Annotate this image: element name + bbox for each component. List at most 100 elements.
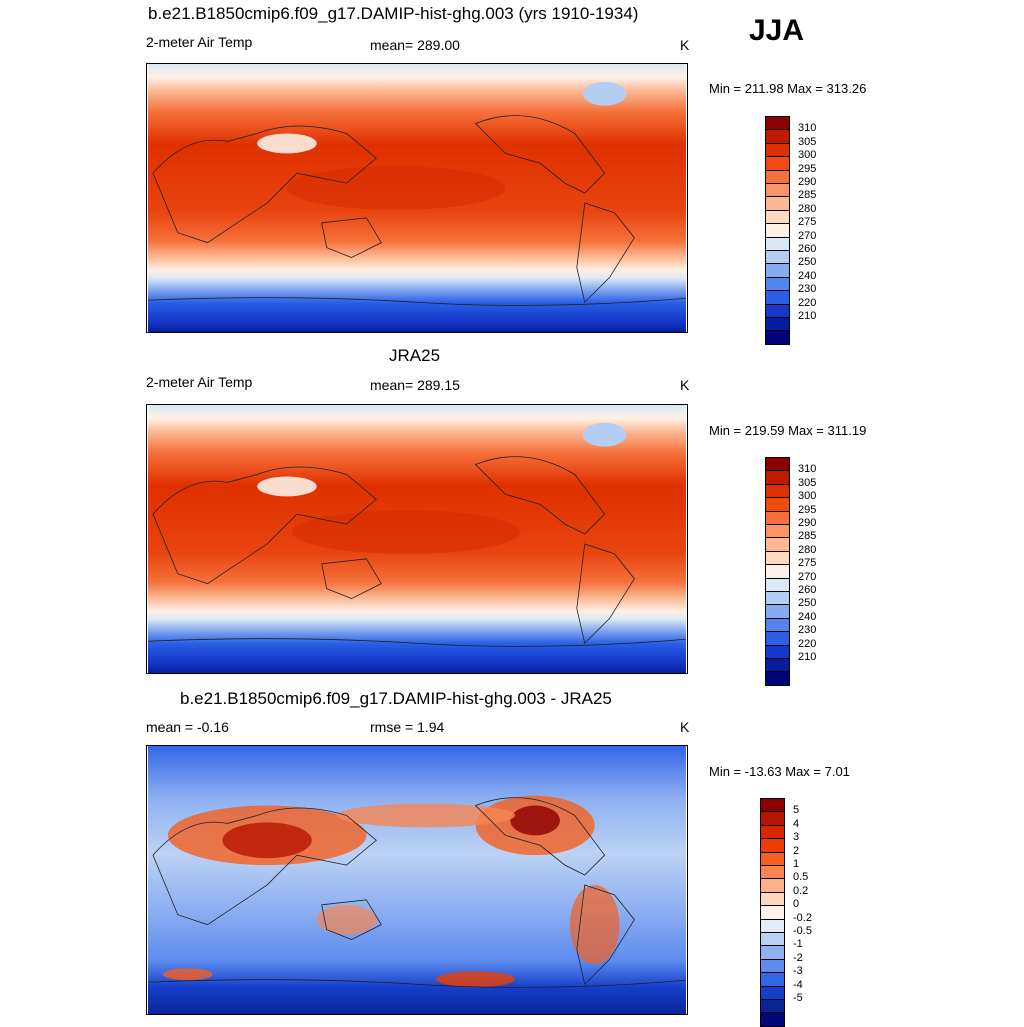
colorbar-tick-label: 0 [793,898,800,911]
colorbar-swatch [760,824,785,840]
colorbar-tick-label: 295 [798,503,817,516]
colorbar-tick-label: 280 [798,543,817,556]
panel1-minmax: Min = 211.98 Max = 313.26 [709,81,867,96]
colorbar-swatch [765,317,790,332]
colorbar-tick-label: 285 [798,530,817,543]
panel3-rmse: rmse = 1.94 [370,719,445,735]
panel3-map [146,745,688,1015]
colorbar-tick-label: 270 [798,229,817,242]
colorbar-swatch [760,905,785,920]
colorbar-tick-label: 230 [798,624,817,637]
colorbar-tick-label: 290 [798,176,817,188]
colorbar-swatch [760,1012,785,1027]
colorbar-tick-label: -0.5 [793,925,812,937]
colorbar-tick-label: 290 [798,517,817,529]
colorbar-tick-label: 1 [793,858,800,870]
colorbar-swatch [765,604,790,619]
colorbar-tick-label: 260 [798,243,817,255]
colorbar-tick-label: 250 [798,597,817,610]
colorbar-swatch [765,156,790,171]
colorbar-tick-label: 310 [798,122,817,135]
colorbar-swatch [765,276,790,292]
colorbar-tick-label: 210 [798,310,817,322]
colorbar-swatch [765,577,790,592]
colorbar-swatch [765,658,790,673]
colorbar-swatch [760,798,785,813]
panel1-variable: 2-meter Air Temp [146,34,253,50]
panel2-title: JRA25 [389,346,441,365]
colorbar-tick-label: 2 [793,844,800,857]
colorbar-swatch [765,671,790,686]
colorbar-swatch [765,550,790,566]
colorbar-tick-label: 240 [798,610,817,623]
colorbar-tick-label: 220 [798,637,817,650]
tibet-plateau-shape [257,476,317,497]
greenland-shape [582,422,627,447]
colorbar-swatch [760,811,785,826]
colorbar-swatch [765,196,790,211]
colorbar-swatch [760,932,785,947]
colorbar-swatch [765,183,790,198]
colorbar-tick-label: 240 [798,269,817,282]
colorbar-swatch [760,865,785,880]
panel1-mean: mean= 289.00 [370,37,460,53]
colorbar-swatch [765,510,790,525]
colorbar-swatch [760,999,785,1014]
colorbar-swatch [765,250,790,265]
colorbar-swatch [765,116,790,131]
colorbar-tick-label: 305 [798,135,817,148]
colorbar-swatch [765,290,790,305]
colorbar-tick-label: 295 [798,162,817,175]
colorbar-swatch [765,537,790,552]
tibet-plateau-shape [257,133,317,154]
colorbar-tick-label: 260 [798,584,817,596]
colorbar-swatch [765,644,790,659]
colorbar-tick-label: -5 [793,992,803,1004]
panel1-units: K [680,37,690,53]
colorbar-swatch [760,891,785,907]
colorbar-tick-label: 285 [798,189,817,202]
colorbar-tick-label: 210 [798,651,817,663]
colorbar-tick-label: -2 [793,951,803,964]
colorbar-tick-label: 220 [798,296,817,309]
colorbar-tick-label: 5 [793,804,800,817]
colorbar-tick-label: 280 [798,202,817,215]
colorbar-tick-label: -3 [793,965,803,978]
colorbar-tick-label: 300 [798,490,817,503]
colorbar-swatch [765,209,790,225]
colorbar-swatch [765,457,790,472]
colorbar-swatch [765,470,790,485]
colorbar-swatch [765,330,790,345]
colorbar-swatch [765,223,790,238]
colorbar-swatch [760,838,785,853]
colorbar-tick-label: 250 [798,256,817,269]
colorbar-tick-label: -4 [793,978,803,991]
colorbar-swatch [765,236,790,251]
colorbar-swatch [760,958,785,974]
colorbar-tick-label: -0.2 [793,911,812,924]
colorbar-swatch [765,483,790,499]
colorbar-tick-label: 0.5 [793,871,809,884]
colorbar-swatch [760,985,785,1000]
panel2-map [146,404,688,674]
colorbar-swatch [765,497,790,512]
colorbar-tick-label: 305 [798,476,817,489]
colorbar-swatch [760,945,785,960]
panel2-variable: 2-meter Air Temp [146,374,253,390]
colorbar-swatch [765,591,790,606]
colorbar-swatch [765,631,790,646]
panel2-units: K [680,377,690,393]
colorbar-tick-label: -1 [793,938,803,951]
colorbar-tick-label: 275 [798,557,817,570]
colorbar-swatch [765,263,790,278]
colorbar-swatch [765,617,790,633]
colorbar-tick-label: 4 [793,817,800,830]
panel1-title: b.e21.B1850cmip6.f09_g17.DAMIP-hist-ghg.… [148,4,639,23]
colorbar-tick-label: 3 [793,831,800,844]
colorbar-swatch [765,303,790,318]
colorbar-swatch [765,142,790,158]
colorbar-swatch [765,169,790,184]
colorbar-swatch [765,524,790,539]
colorbar-swatch [760,918,785,933]
colorbar-tick-label: 310 [798,463,817,476]
